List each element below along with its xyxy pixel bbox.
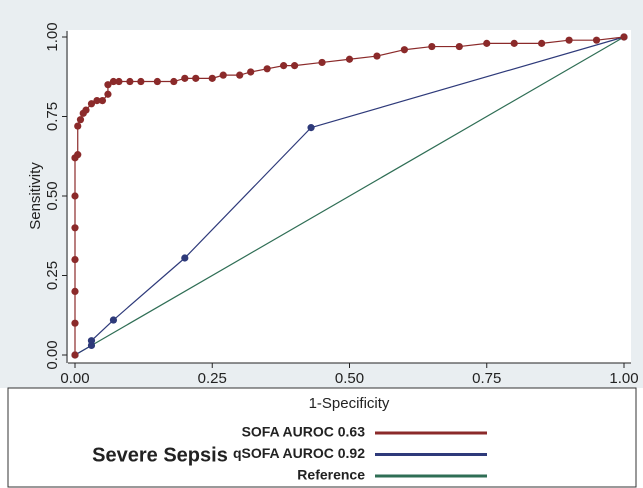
data-point — [219, 71, 227, 79]
legend-label: qSOFA AUROC 0.92 — [233, 445, 365, 461]
y-tick-label: 0.25 — [44, 261, 61, 290]
data-point — [565, 36, 573, 44]
y-tick-label: 0.75 — [44, 102, 61, 131]
data-point — [82, 106, 90, 114]
data-point — [71, 319, 79, 327]
legend-label: Reference — [297, 467, 365, 483]
x-tick-label: 1.00 — [609, 370, 638, 387]
data-point — [345, 55, 354, 63]
data-point — [126, 77, 134, 86]
data-point — [76, 116, 85, 124]
x-axis-label: 1-Specificity — [309, 395, 390, 412]
data-point — [592, 36, 601, 44]
data-point — [208, 74, 216, 82]
x-tick-label: 0.00 — [60, 370, 89, 387]
data-point — [115, 77, 123, 86]
data-point — [400, 46, 408, 54]
data-point — [87, 100, 96, 108]
data-point — [455, 42, 463, 51]
data-point — [291, 62, 299, 70]
data-point — [307, 124, 315, 132]
data-point — [538, 39, 546, 47]
data-point — [280, 62, 288, 70]
legend-box — [7, 387, 637, 488]
data-point — [98, 97, 107, 105]
data-point — [153, 77, 161, 86]
data-point — [373, 52, 381, 60]
series-line — [74, 36, 625, 355]
y-axis-label: Sensitivity — [27, 162, 44, 230]
data-point — [109, 316, 118, 324]
data-point — [137, 77, 145, 86]
x-tick-label: 0.25 — [198, 370, 227, 387]
data-point — [192, 74, 200, 82]
data-point — [181, 254, 189, 262]
data-point — [428, 42, 436, 51]
data-point — [109, 77, 118, 86]
data-point — [71, 256, 79, 264]
data-point — [74, 151, 82, 159]
series-line — [74, 36, 625, 356]
data-point — [318, 58, 326, 67]
legend-title: Severe Sepsis — [92, 444, 228, 466]
data-point — [93, 97, 101, 105]
data-point — [483, 39, 491, 47]
x-tick-label: 0.50 — [335, 370, 364, 387]
data-point — [263, 65, 271, 73]
y-tick-label: 0.00 — [44, 340, 61, 369]
data-point — [104, 90, 112, 98]
legend-label: SOFA AUROC 0.63 — [242, 424, 366, 440]
data-point — [510, 39, 518, 47]
data-point — [170, 77, 178, 86]
data-point — [236, 71, 244, 79]
y-tick-label: 1.00 — [44, 22, 61, 51]
data-point — [71, 287, 79, 295]
y-tick-label: 0.50 — [44, 181, 61, 210]
data-point — [71, 351, 79, 359]
data-point — [87, 337, 96, 345]
data-point — [247, 68, 255, 76]
data-point — [104, 81, 112, 89]
data-point — [71, 192, 79, 200]
x-tick-label: 0.75 — [472, 370, 501, 387]
data-point — [181, 74, 189, 82]
data-point — [74, 122, 82, 130]
data-point — [620, 33, 628, 41]
data-point — [71, 224, 79, 232]
